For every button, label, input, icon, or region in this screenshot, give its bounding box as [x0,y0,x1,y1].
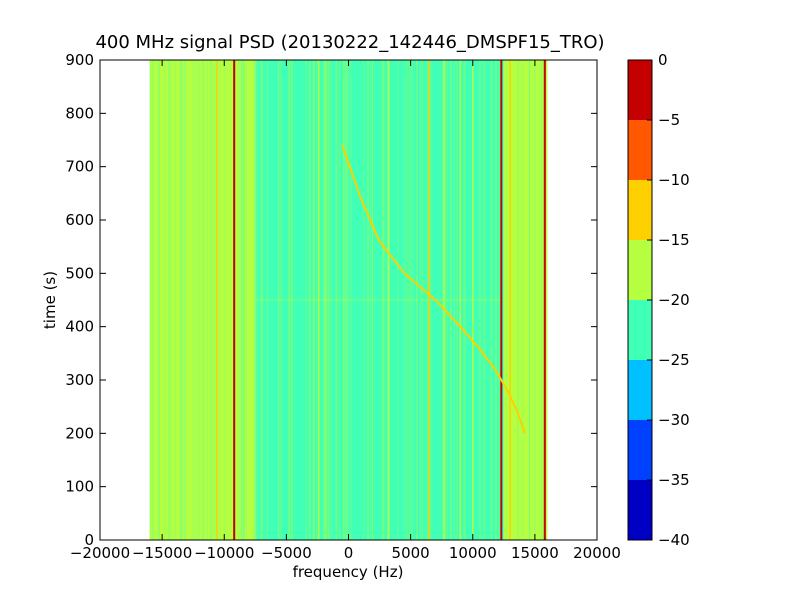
y-tick-label: 800 [65,104,94,122]
x-tick-label: 10000 [449,544,497,562]
colorbar-tick-label: −10 [658,171,690,189]
heatmap-texture [149,60,545,540]
x-tick-label: −10000 [194,544,254,562]
y-axis-label: time (s) [41,271,59,329]
colorbar-tick-label: 0 [658,51,668,69]
heatmap-tones [171,60,546,540]
y-tick-label: 500 [65,264,94,282]
colorbar-bin [628,240,652,300]
y-tick-label: 0 [84,531,94,549]
colorbar-tick-label: −5 [658,111,680,129]
plot-area [99,59,598,541]
colorbar-tick-label: −15 [658,231,690,249]
colorbar-bin [628,180,652,240]
y-tick-label: 100 [65,478,94,496]
colorbar-tick-label: −35 [658,471,690,489]
chart-title: 400 MHz signal PSD (20130222_142446_DMSP… [95,32,604,53]
x-tick-label: −20000 [70,544,130,562]
y-tick-label: 400 [65,318,94,336]
colorbar-tick-label: −30 [658,411,690,429]
doppler-trace [341,145,526,434]
x-tick-label: −5000 [261,544,312,562]
y-tick-label: 300 [65,371,94,389]
y-tick-label: 700 [65,158,94,176]
y-axis-ticks: 0 100 200 300 400 500 600 700 800 900 [65,51,597,549]
colorbar-bin [628,60,652,120]
x-tick-label: 5000 [392,544,430,562]
x-tick-label: 15000 [511,544,559,562]
x-axis-ticks: −20000 −15000 −10000 −5000 0 5000 10000 15000 20… [70,60,621,562]
heatmap-band [503,60,548,540]
heatmap-band [149,60,256,540]
y-tick-label: 600 [65,211,94,229]
x-axis-label: frequency (Hz) [293,563,404,581]
colorbar-bin [628,300,652,360]
colorbar-bin [628,420,652,480]
colorbar-tick-label: −25 [658,351,690,369]
colorbar-bin [628,120,652,180]
colorbar-tick-label: −20 [658,291,690,309]
colorbar-tick-label: −40 [658,531,690,549]
x-tick-label: −15000 [132,544,192,562]
y-tick-label: 200 [65,424,94,442]
colorbar: 0 −5 −10 −15 −20 −25 −30 −35 −40 [627,51,690,549]
y-tick-label: 900 [65,51,94,69]
colorbar-bin [628,480,652,540]
x-tick-label: 20000 [573,544,621,562]
x-tick-label: 0 [344,544,354,562]
colorbar-bin [628,360,652,420]
